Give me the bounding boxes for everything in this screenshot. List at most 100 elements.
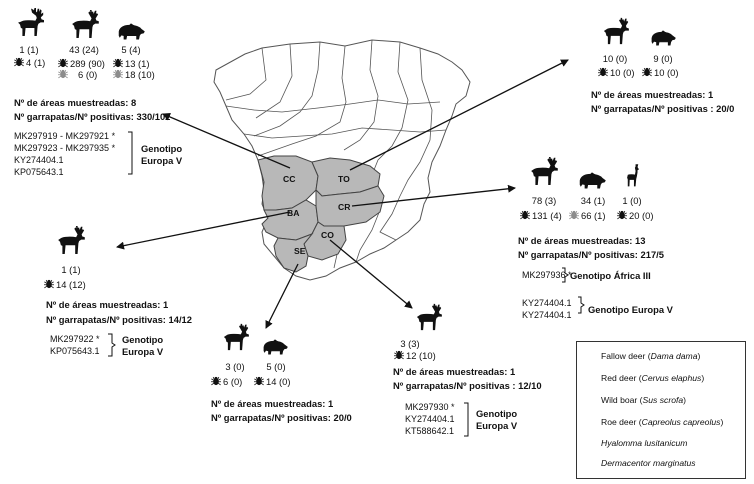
red-deer-icon bbox=[58, 225, 85, 255]
count-red-deer: 3 (0) bbox=[225, 361, 245, 372]
wild-boar-icon bbox=[118, 23, 145, 40]
count-hyalomma: 289 (90) bbox=[70, 58, 105, 69]
region-label-ba: BA bbox=[287, 208, 299, 218]
count-red-deer: 43 (24) bbox=[69, 44, 99, 55]
bracket-top-left bbox=[128, 131, 133, 175]
count-wild-boar: 34 (1) bbox=[580, 195, 606, 206]
accession: MK297922 * bbox=[50, 334, 100, 344]
bracket-right-africa bbox=[562, 267, 569, 283]
arrow-cr bbox=[351, 184, 516, 207]
legend-item-wild-boar: Wild boar (Sus scrofa) bbox=[601, 395, 687, 405]
count-fallow-deer: 1 (1) bbox=[19, 44, 39, 55]
bracket-left bbox=[108, 333, 116, 357]
legend: Fallow deer (Dama dama) Red deer (Cervus… bbox=[576, 341, 746, 479]
hyalomma-tick-icon bbox=[14, 57, 24, 67]
count-hyalomma: 13 (1) bbox=[125, 58, 150, 69]
bracket-bottom-center bbox=[464, 402, 469, 437]
ticks-positive: Nº garrapatas/Nº positivas : 12/10 bbox=[393, 380, 542, 391]
wild-boar-icon bbox=[263, 339, 288, 355]
region-label-cr: CR bbox=[338, 202, 351, 212]
accession: KY274404.1 bbox=[522, 298, 572, 308]
fallow-deer-icon bbox=[18, 7, 45, 37]
count-red-deer: 3 (3) bbox=[400, 338, 420, 349]
genotype-label: Genotipo bbox=[122, 334, 164, 345]
ticks-positive: Nº garrapatas/Nº positivas: 14/12 bbox=[46, 314, 192, 325]
count-wild-boar: 9 (0) bbox=[653, 53, 673, 64]
accession: KT588642.1 bbox=[405, 426, 455, 436]
count-roe-deer: 1 (0) bbox=[622, 195, 642, 206]
accession: MK297919 - MK297921 * bbox=[14, 131, 116, 141]
region-se bbox=[273, 232, 314, 273]
hyalomma-tick-icon bbox=[44, 279, 54, 289]
count-red-deer: 1 (1) bbox=[61, 264, 81, 275]
count-dermacentor: 18 (10) bbox=[125, 69, 155, 80]
genotype-label: Genotipo Europa V bbox=[588, 304, 673, 315]
region-label-to: TO bbox=[338, 174, 350, 184]
hyalomma-tick-icon bbox=[617, 210, 627, 220]
areas-sampled: Nº de áreas muestreadas: 1 bbox=[46, 299, 169, 310]
arrow-cc bbox=[162, 113, 291, 169]
hyalomma-tick-icon bbox=[598, 67, 608, 77]
arrow-se bbox=[265, 263, 299, 329]
arrow-co bbox=[329, 239, 413, 309]
count-red-deer: 78 (3) bbox=[531, 195, 557, 206]
genotype-label: Genotipo África III bbox=[570, 270, 651, 281]
wild-boar-icon bbox=[579, 172, 606, 189]
dermacentor-tick-icon bbox=[569, 210, 579, 220]
hyalomma-tick-icon bbox=[394, 350, 404, 360]
count-red-deer: 10 (0) bbox=[602, 53, 628, 64]
accession: KY274404.1 bbox=[14, 155, 64, 165]
ticks-positive: Nº garrapatas/Nº positivas: 217/5 bbox=[518, 249, 664, 260]
areas-sampled: Nº de áreas muestreadas: 1 bbox=[393, 366, 516, 377]
accession: MK297936 * bbox=[522, 270, 572, 280]
count-hyalomma: 14 (12) bbox=[56, 279, 86, 290]
legend-item-fallow-deer: Fallow deer (Dama dama) bbox=[601, 351, 701, 361]
hyalomma-tick-icon bbox=[254, 376, 264, 386]
count-wild-boar: 5 (0) bbox=[266, 361, 286, 372]
accession: MK297923 - MK297935 * bbox=[14, 143, 116, 153]
sampled-regions bbox=[257, 155, 385, 273]
count-hyalomma: 10 (0) bbox=[610, 67, 635, 78]
areas-sampled: Nº de áreas muestreadas: 1 bbox=[211, 398, 334, 409]
legend-item-roe-deer: Roe deer (Capreolus capreolus) bbox=[601, 417, 724, 427]
region-label-se: SE bbox=[294, 246, 306, 256]
count-hyalomma: 20 (0) bbox=[629, 210, 654, 221]
arrow-to bbox=[349, 59, 569, 171]
red-deer-icon bbox=[72, 9, 99, 39]
accession: KP075643.1 bbox=[50, 346, 100, 356]
areas-sampled: Nº de áreas muestreadas: 8 bbox=[14, 97, 137, 108]
genotype-label: Genotipo bbox=[141, 143, 183, 154]
hyalomma-tick-icon bbox=[211, 376, 221, 386]
accession: KY274404.1 bbox=[522, 310, 572, 320]
genotype-label: Europa V bbox=[476, 420, 518, 431]
areas-sampled: Nº de áreas muestreadas: 13 bbox=[518, 235, 646, 246]
bracket-right-europe bbox=[578, 296, 585, 314]
legend-item-hyalomma: Hyalomma lusitanicum bbox=[601, 438, 688, 448]
hyalomma-tick-icon bbox=[642, 67, 652, 77]
dermacentor-tick-icon bbox=[113, 69, 123, 79]
dermacentor-tick-icon bbox=[58, 69, 68, 79]
genotype-label: Genotipo bbox=[476, 408, 518, 419]
count-hyalomma: 10 (0) bbox=[654, 67, 679, 78]
genotype-label: Europa V bbox=[122, 346, 164, 357]
count-hyalomma: 14 (0) bbox=[266, 376, 291, 387]
region-label-co: CO bbox=[321, 230, 334, 240]
red-deer-icon bbox=[224, 323, 249, 351]
accession: MK297930 * bbox=[405, 402, 455, 412]
hyalomma-tick-icon bbox=[58, 58, 68, 68]
arrow-ba bbox=[116, 211, 291, 250]
hyalomma-tick-icon bbox=[520, 210, 530, 220]
genotype-label: Europa V bbox=[141, 155, 183, 166]
red-deer-icon bbox=[604, 17, 629, 45]
wild-boar-icon bbox=[651, 30, 676, 46]
accession: KP075643.1 bbox=[14, 167, 64, 177]
count-dermacentor: 66 (1) bbox=[581, 210, 606, 221]
region-label-cc: CC bbox=[283, 174, 295, 184]
legend-item-dermacentor: Dermacentor marginatus bbox=[601, 458, 696, 468]
count-hyalomma: 6 (0) bbox=[223, 376, 243, 387]
ticks-positive: Nº garrapatas/Nº positivas : 20/0 bbox=[591, 103, 735, 114]
count-hyalomma: 4 (1) bbox=[26, 57, 46, 68]
red-deer-icon bbox=[417, 303, 442, 331]
